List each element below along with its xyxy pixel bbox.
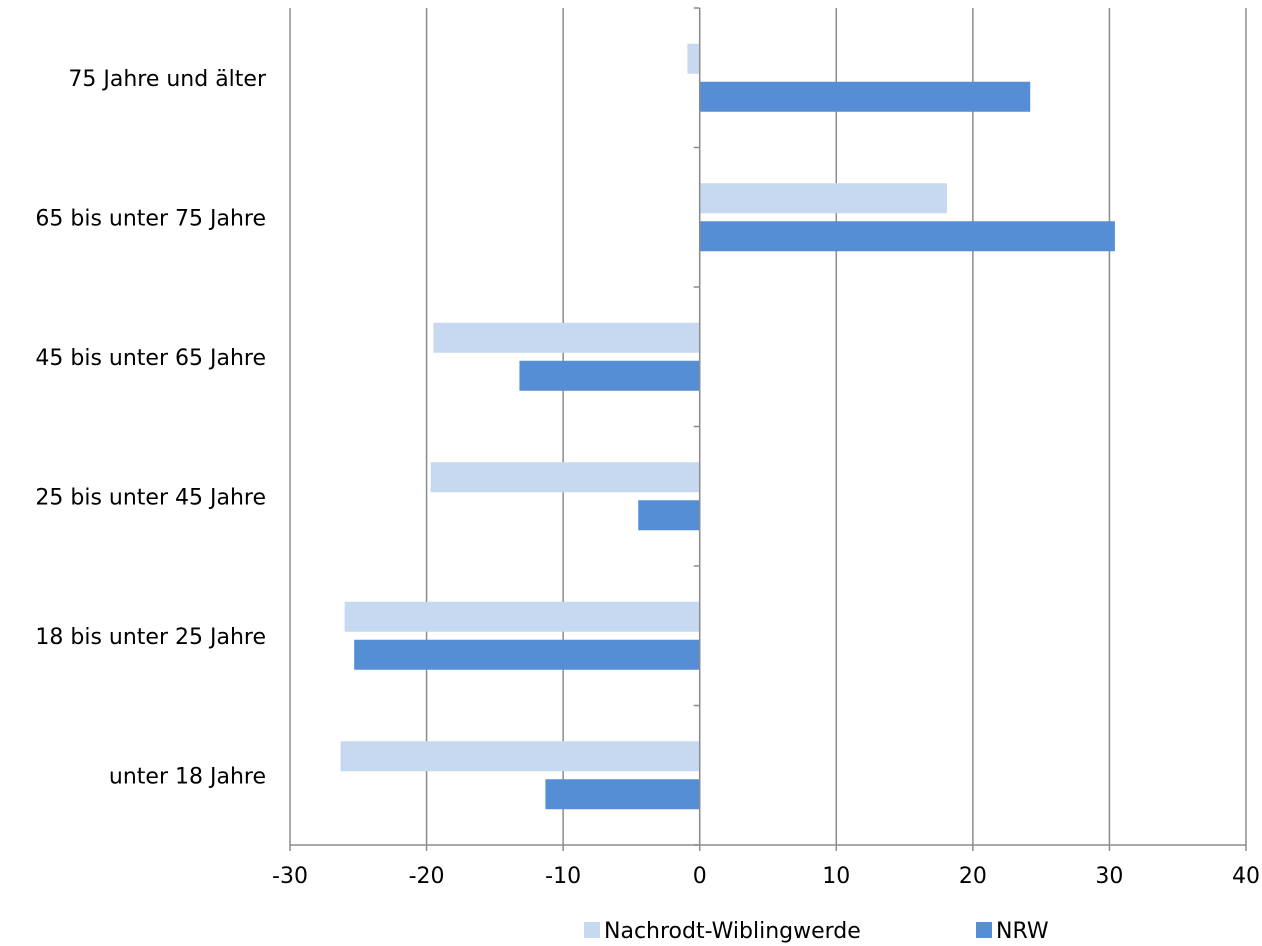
x-tick-label: 0 xyxy=(693,864,707,889)
category-label: 25 bis unter 45 Jahre xyxy=(35,485,266,510)
x-tick-labels: -30 -20 -10 0 10 20 30 40 xyxy=(272,864,1260,889)
category-labels: 75 Jahre und älter 65 bis unter 75 Jahre 4… xyxy=(35,67,267,790)
legend-swatch xyxy=(976,922,992,938)
legend: Nachrodt-Wiblingwerde NRW xyxy=(584,919,1049,944)
legend-label: Nachrodt-Wiblingwerde xyxy=(604,919,861,944)
legend-swatch xyxy=(584,922,600,938)
legend-label: NRW xyxy=(996,919,1049,944)
bar-nachrodt-wiblingwerde xyxy=(344,601,700,632)
bar-nrw xyxy=(354,639,700,670)
bar-nrw xyxy=(699,221,1115,252)
x-tick-label: 40 xyxy=(1232,864,1260,889)
bar-nachrodt-wiblingwerde xyxy=(433,322,700,353)
axes xyxy=(289,7,1247,851)
bar-nrw xyxy=(699,81,1031,112)
x-tick-label: 20 xyxy=(959,864,987,889)
bar-nachrodt-wiblingwerde xyxy=(430,462,700,493)
gridlines xyxy=(289,8,1247,845)
x-tick-label: -20 xyxy=(409,864,445,889)
x-tick-label: -30 xyxy=(272,864,308,889)
bar-nrw xyxy=(545,779,700,810)
bar-nachrodt-wiblingwerde xyxy=(699,183,947,214)
bar-nachrodt-wiblingwerde xyxy=(340,741,700,772)
category-label: 45 bis unter 65 Jahre xyxy=(35,346,266,371)
category-label: 65 bis unter 75 Jahre xyxy=(35,206,266,231)
bars xyxy=(340,43,1115,810)
bar-nrw xyxy=(638,500,700,531)
category-label: 75 Jahre und älter xyxy=(68,67,267,92)
bar-nachrodt-wiblingwerde xyxy=(687,43,700,74)
x-tick-label: 30 xyxy=(1095,864,1123,889)
bar-nrw xyxy=(519,360,700,391)
x-tick-label: -10 xyxy=(545,864,581,889)
category-label: unter 18 Jahre xyxy=(109,764,266,789)
category-label: 18 bis unter 25 Jahre xyxy=(35,625,266,650)
x-tick-label: 10 xyxy=(822,864,850,889)
